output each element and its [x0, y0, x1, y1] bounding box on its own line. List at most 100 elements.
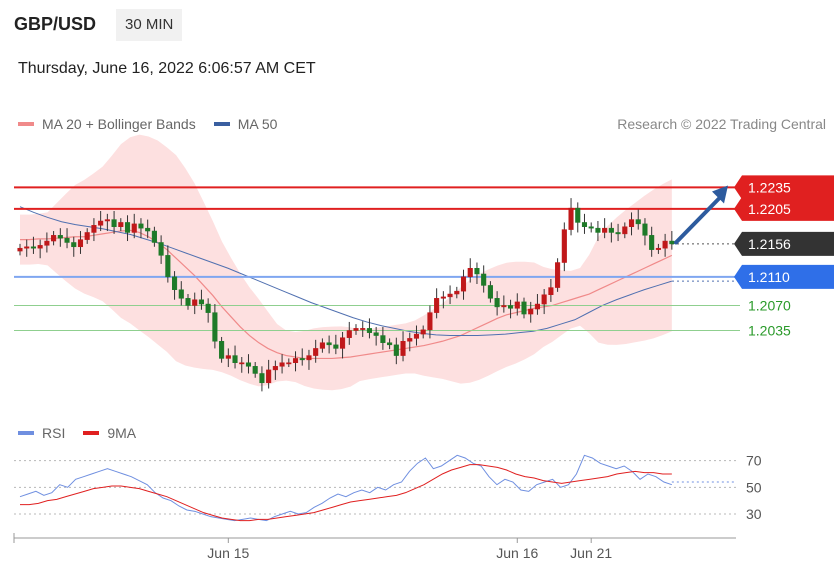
candle-body — [198, 299, 204, 305]
support-label: 1.2035 — [748, 323, 791, 339]
rsi-tick-label: 50 — [746, 479, 762, 495]
candle-body — [192, 299, 198, 306]
candle-body — [561, 229, 567, 263]
price-legend: MA 20 + Bollinger Bands MA 50 — [18, 116, 295, 132]
symbol-title: GBP/USD — [14, 14, 97, 34]
forecast-arrow-line — [674, 195, 722, 245]
candle-body — [521, 301, 527, 315]
candle-body — [212, 312, 218, 342]
candle-body — [528, 308, 534, 315]
candle-body — [245, 362, 252, 367]
rsi-legend: RSI 9MA — [18, 425, 154, 441]
candle-body — [91, 225, 97, 233]
candle-body — [407, 338, 413, 342]
rsi-tick-label: 70 — [746, 453, 762, 469]
pivot-label-box — [734, 264, 834, 289]
candle-body — [581, 222, 588, 227]
candle-body — [649, 235, 655, 250]
time-axis-label: Jun 15 — [207, 545, 249, 561]
candle-body — [514, 301, 520, 309]
candle-body — [548, 287, 554, 295]
candle-body — [622, 226, 628, 235]
resistance-label: 1.2205 — [748, 201, 791, 217]
candle-body — [360, 328, 366, 330]
candle-body — [145, 227, 151, 232]
candle-body — [232, 355, 238, 363]
credit-text: Research © 2022 Trading Central — [617, 116, 826, 132]
candle-body — [17, 247, 23, 252]
candle-body — [279, 362, 285, 367]
candle-body — [340, 337, 346, 349]
candle-body — [77, 239, 84, 248]
candle-body — [272, 366, 278, 371]
candle-body — [608, 227, 614, 233]
candle-body — [131, 223, 137, 233]
candle-body — [427, 312, 433, 331]
legend-item-rsi: RSI — [18, 425, 65, 441]
candle-body — [366, 328, 372, 333]
legend-item-9ma: 9MA — [83, 425, 136, 441]
legend-rsi-label: RSI — [42, 425, 66, 441]
candle-body — [172, 276, 178, 290]
candle-body — [380, 335, 386, 343]
candle-body — [413, 333, 420, 339]
time-axis-label: Jun 16 — [496, 545, 538, 561]
candle-body — [555, 262, 561, 288]
candle-body — [434, 298, 440, 313]
candle-body — [487, 285, 493, 299]
candle-body — [326, 342, 332, 346]
candle-body — [37, 245, 43, 249]
candle-body — [185, 298, 191, 306]
candle-body — [400, 341, 406, 356]
price-chart: 1.2235 1.2205 1.2156 1.2110 1.2070 1.2035 — [14, 134, 834, 392]
candle-body — [353, 328, 359, 331]
candle-body — [225, 355, 231, 359]
candle-body — [333, 344, 339, 349]
candle-body — [635, 219, 641, 225]
candle-body — [467, 268, 473, 278]
legend-ma50-label: MA 50 — [237, 116, 278, 132]
time-axis: Jun 15 Jun 16 Jun 21 — [13, 533, 736, 561]
candle-body — [454, 290, 460, 295]
candle-body — [71, 242, 77, 248]
candle-body — [575, 207, 581, 223]
candle-body — [24, 246, 30, 249]
candle-body — [104, 219, 110, 222]
candle-body — [602, 227, 608, 233]
candle-body — [387, 342, 393, 346]
timeframe-badge[interactable]: 30 MIN — [116, 9, 183, 41]
legend-item-ma20: MA 20 + Bollinger Bands — [18, 116, 196, 132]
candle-body — [642, 223, 648, 236]
candle-body — [57, 235, 63, 239]
candle-body — [662, 240, 668, 249]
candle-body — [440, 296, 446, 299]
candle-body — [51, 235, 57, 242]
candle-body — [313, 348, 319, 356]
current-price-label: 1.2156 — [748, 236, 791, 252]
ma9-swatch — [83, 431, 100, 435]
resistance-label: 1.2235 — [748, 179, 791, 195]
candle-body — [628, 219, 635, 227]
candle-body — [306, 355, 312, 361]
candle-body — [615, 232, 621, 235]
legend-ma20-label: MA 20 + Bollinger Bands — [42, 116, 196, 132]
candle-body — [219, 341, 225, 359]
candle-body — [111, 219, 117, 227]
rsi-tick-label: 30 — [746, 506, 762, 522]
candle-body — [64, 237, 70, 243]
rsi-chart: 70 50 30 — [14, 453, 762, 522]
candle-body — [588, 226, 594, 229]
bollinger-band — [20, 134, 672, 391]
candle-body — [178, 289, 184, 299]
candle-body — [508, 305, 514, 309]
candle-body — [124, 222, 131, 233]
header: GBP/USD 30 MIN Thursday, June 16, 2022 6… — [0, 0, 836, 100]
candle-body — [266, 369, 272, 384]
pivot-label: 1.2110 — [748, 269, 790, 285]
candle-body — [346, 330, 352, 338]
current-price-label-box — [734, 231, 834, 256]
rsi-swatch — [18, 431, 34, 435]
ma50-swatch — [213, 122, 230, 126]
candle-body — [138, 223, 144, 229]
ma20-swatch — [18, 122, 34, 126]
